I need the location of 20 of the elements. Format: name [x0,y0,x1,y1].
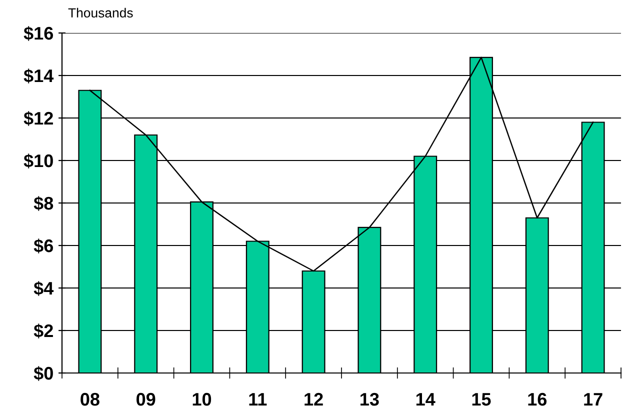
y-tick-label: $6 [34,238,54,254]
x-tick-label: 17 [584,393,602,406]
y-tick-label: $8 [34,196,54,211]
x-tick-label: 08 [80,392,100,406]
x-tick-label: 16 [528,392,547,406]
y-tick-label: $2 [34,324,53,338]
y-axis-title: Thousands [68,8,133,18]
y-tick-label: $0 [34,366,53,381]
x-tick-label: 13 [360,392,379,406]
x-tick-label: 11 [249,393,267,406]
x-tick-label: 14 [416,393,436,406]
x-tick-label: 09 [136,392,156,406]
y-tick-label: $14 [24,68,54,84]
y-tick-label: $10 [24,154,53,168]
y-tick-label: $4 [34,281,54,296]
y-tick-label: $16 [24,26,54,41]
x-tick-label: 15 [472,393,491,406]
x-tick-label: 12 [304,392,323,406]
x-tick-label: 10 [192,392,212,406]
y-tick-label: $12 [24,111,53,126]
